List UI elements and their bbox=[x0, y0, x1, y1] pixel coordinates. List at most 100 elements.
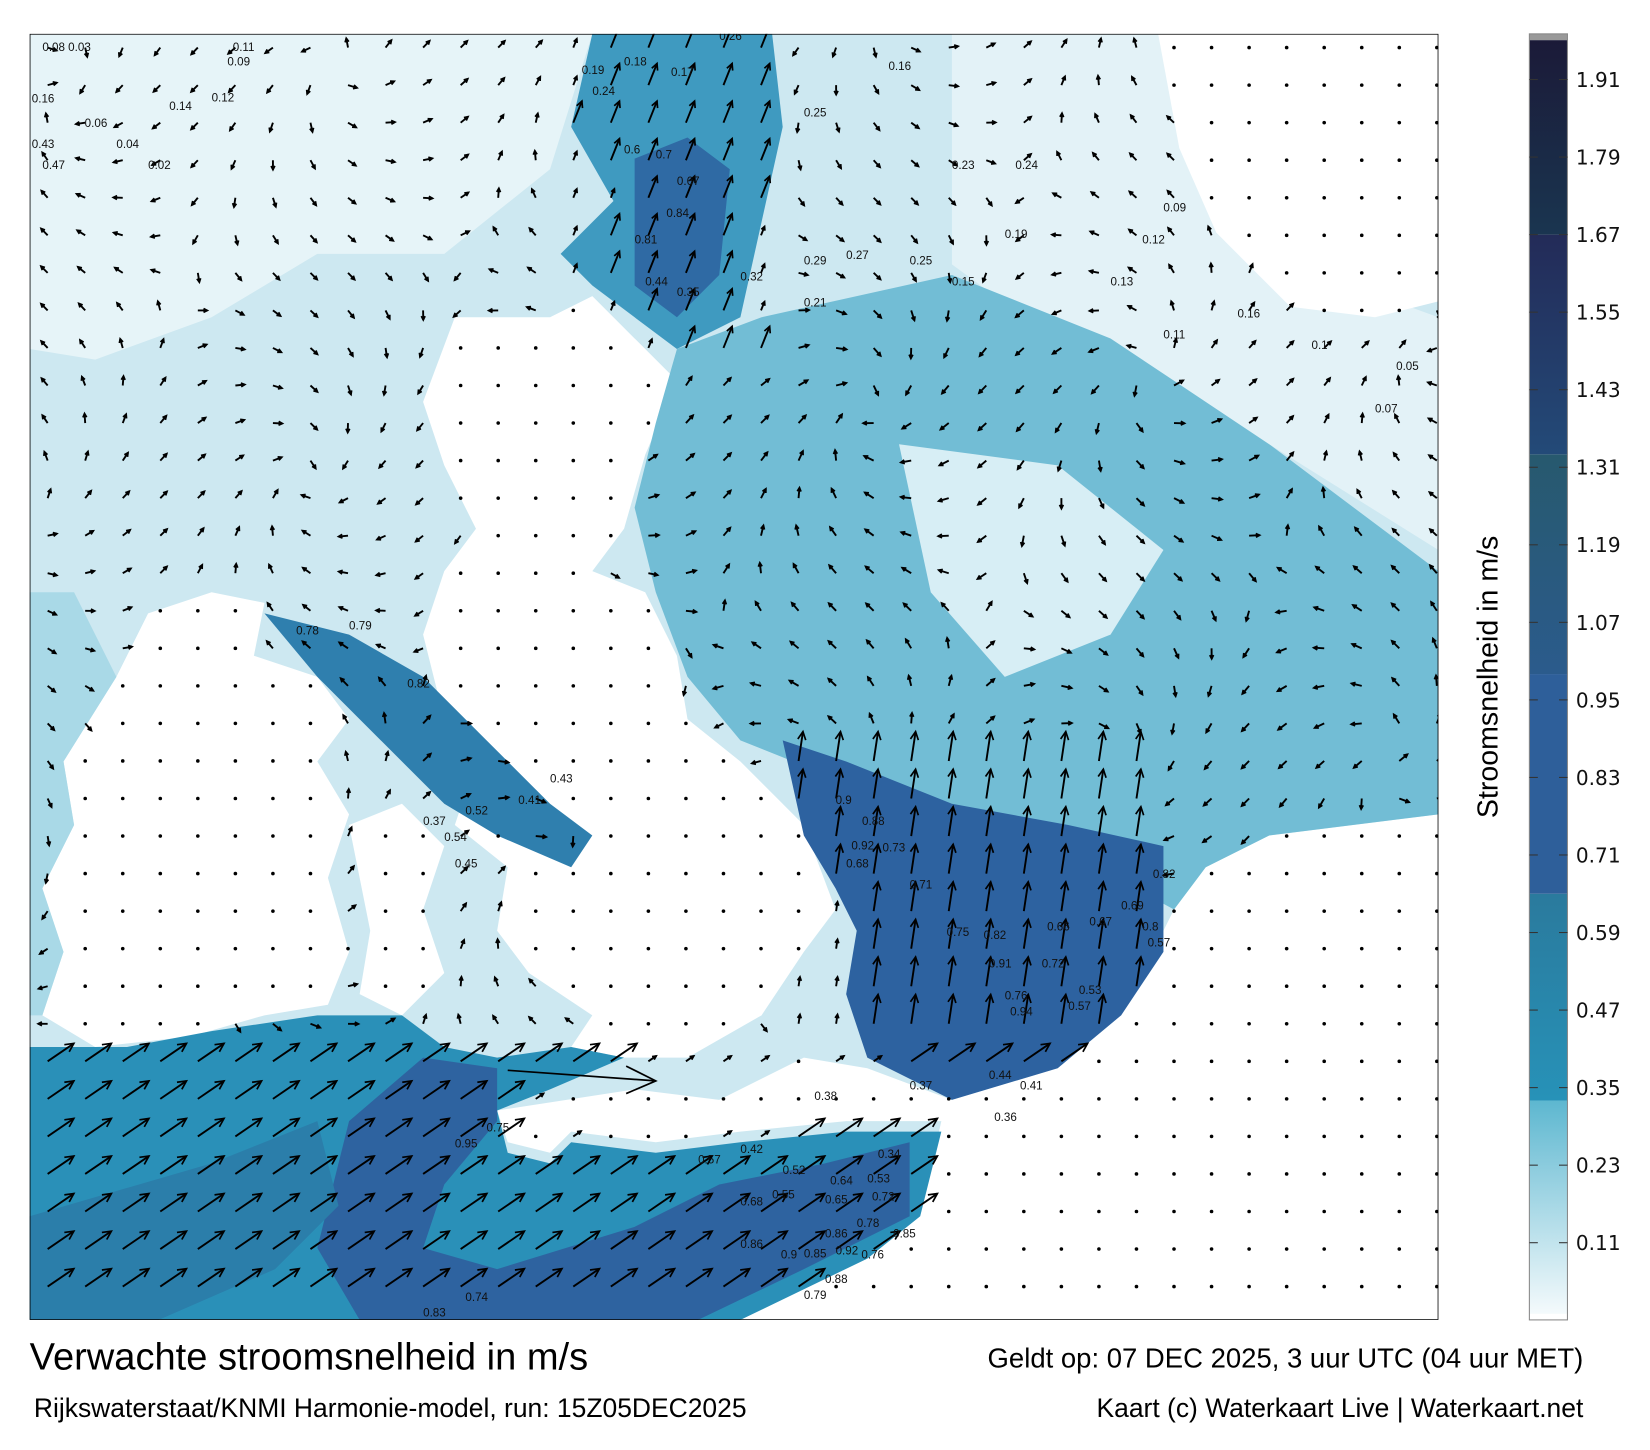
calm-point bbox=[120, 721, 125, 726]
current-arrow bbox=[535, 834, 549, 840]
current-arrow bbox=[909, 710, 915, 724]
calm-point bbox=[721, 871, 726, 876]
current-arrow bbox=[1433, 673, 1439, 686]
calm-point bbox=[1209, 1134, 1214, 1139]
current-arrow bbox=[83, 47, 90, 59]
calm-point bbox=[1059, 1134, 1064, 1139]
calm-point bbox=[1209, 45, 1214, 50]
speed-label: 0.43 bbox=[32, 138, 55, 151]
current-arrow bbox=[572, 187, 579, 199]
current-arrow bbox=[460, 720, 474, 727]
current-arrow bbox=[1249, 532, 1262, 539]
speed-label: 0.32 bbox=[740, 270, 763, 283]
current-arrow bbox=[947, 842, 957, 874]
current-arrow bbox=[984, 842, 995, 874]
current-arrow bbox=[1126, 266, 1137, 274]
calm-point bbox=[1172, 83, 1176, 87]
speed-label: 0.7 bbox=[656, 149, 672, 162]
current-arrow bbox=[336, 533, 349, 539]
current-arrow bbox=[609, 61, 621, 86]
current-arrow bbox=[339, 676, 349, 687]
colorbar-segment bbox=[1529, 1100, 1568, 1314]
current-arrow bbox=[122, 567, 133, 575]
calm-point bbox=[1322, 45, 1326, 50]
calm-point bbox=[1059, 1247, 1064, 1251]
current-arrow bbox=[272, 488, 279, 499]
map-panel[interactable]: 0.08 0.11 0.09 0.16 0.14 0.12 0.26 0.19 0.18 0.17… bbox=[29, 26, 1447, 1320]
current-arrow bbox=[1135, 422, 1144, 434]
current-arrow bbox=[1059, 111, 1065, 123]
calm-point bbox=[1247, 195, 1251, 200]
current-arrow bbox=[84, 489, 93, 499]
calm-point bbox=[421, 834, 425, 838]
calm-point bbox=[196, 946, 200, 951]
current-arrow bbox=[685, 491, 697, 499]
current-arrow bbox=[1125, 343, 1137, 349]
current-arrow bbox=[189, 84, 199, 94]
calm-point bbox=[1435, 271, 1439, 275]
current-arrow bbox=[40, 189, 49, 199]
speed-label: 0.24 bbox=[592, 85, 615, 98]
calm-point bbox=[796, 946, 801, 951]
current-arrow bbox=[1352, 565, 1363, 574]
current-arrow bbox=[459, 901, 468, 912]
current-arrow bbox=[1210, 299, 1216, 311]
current-arrow bbox=[947, 992, 957, 1024]
current-arrow bbox=[1056, 150, 1063, 161]
calm-point bbox=[1209, 1097, 1214, 1101]
current-arrow bbox=[272, 420, 285, 427]
current-arrow bbox=[872, 122, 881, 132]
current-arrow bbox=[526, 266, 537, 274]
current-arrow bbox=[492, 1014, 499, 1025]
calm-point bbox=[646, 1097, 651, 1101]
current-arrow bbox=[898, 459, 912, 465]
calm-point bbox=[458, 383, 463, 388]
current-arrow bbox=[150, 159, 161, 166]
calm-point bbox=[196, 759, 200, 763]
calm-point bbox=[721, 984, 726, 989]
current-arrow bbox=[798, 271, 810, 277]
current-arrow bbox=[234, 1023, 242, 1034]
current-arrow bbox=[309, 1042, 339, 1063]
current-arrow bbox=[722, 324, 734, 349]
current-arrow bbox=[41, 910, 49, 921]
current-arrow bbox=[337, 641, 349, 650]
calm-point bbox=[308, 984, 313, 989]
speed-label: 0.68 bbox=[846, 857, 869, 870]
current-arrow bbox=[347, 1192, 376, 1213]
current-arrow bbox=[36, 1021, 48, 1027]
calm-point bbox=[1172, 1134, 1176, 1139]
calm-point bbox=[308, 796, 313, 801]
credit-link[interactable]: Kaart (c) Waterkaart Live | Waterkaart.n… bbox=[1097, 1393, 1584, 1423]
current-arrow bbox=[1206, 685, 1213, 698]
calm-point bbox=[1435, 195, 1439, 200]
speed-label: 0.88 bbox=[862, 815, 885, 828]
current-arrow bbox=[1166, 226, 1175, 236]
current-arrow bbox=[1322, 449, 1329, 461]
current-arrow bbox=[1398, 797, 1411, 804]
current-arrow bbox=[1395, 374, 1402, 386]
current-arrow bbox=[685, 413, 695, 424]
calm-point bbox=[1209, 83, 1214, 87]
current-arrow bbox=[827, 563, 837, 574]
calm-point bbox=[1172, 1209, 1176, 1214]
current-arrow bbox=[310, 1022, 323, 1029]
current-arrow bbox=[235, 418, 247, 424]
current-arrow bbox=[1097, 879, 1107, 912]
current-arrow bbox=[376, 497, 387, 505]
current-arrow bbox=[1023, 1042, 1052, 1063]
current-arrow bbox=[1210, 572, 1221, 582]
current-arrow bbox=[872, 804, 882, 837]
current-arrow bbox=[1090, 384, 1100, 395]
current-arrow bbox=[797, 729, 807, 762]
calm-point bbox=[1134, 1134, 1139, 1139]
current-arrow bbox=[1022, 767, 1032, 799]
calm-point bbox=[1247, 120, 1251, 125]
current-arrow bbox=[347, 84, 359, 90]
calm-point bbox=[1209, 158, 1214, 163]
current-arrow bbox=[685, 1230, 714, 1250]
current-arrow bbox=[610, 572, 621, 579]
current-arrow bbox=[827, 639, 837, 650]
speed-label: 0.9 bbox=[836, 794, 852, 807]
speed-label: 0.53 bbox=[867, 1172, 890, 1185]
